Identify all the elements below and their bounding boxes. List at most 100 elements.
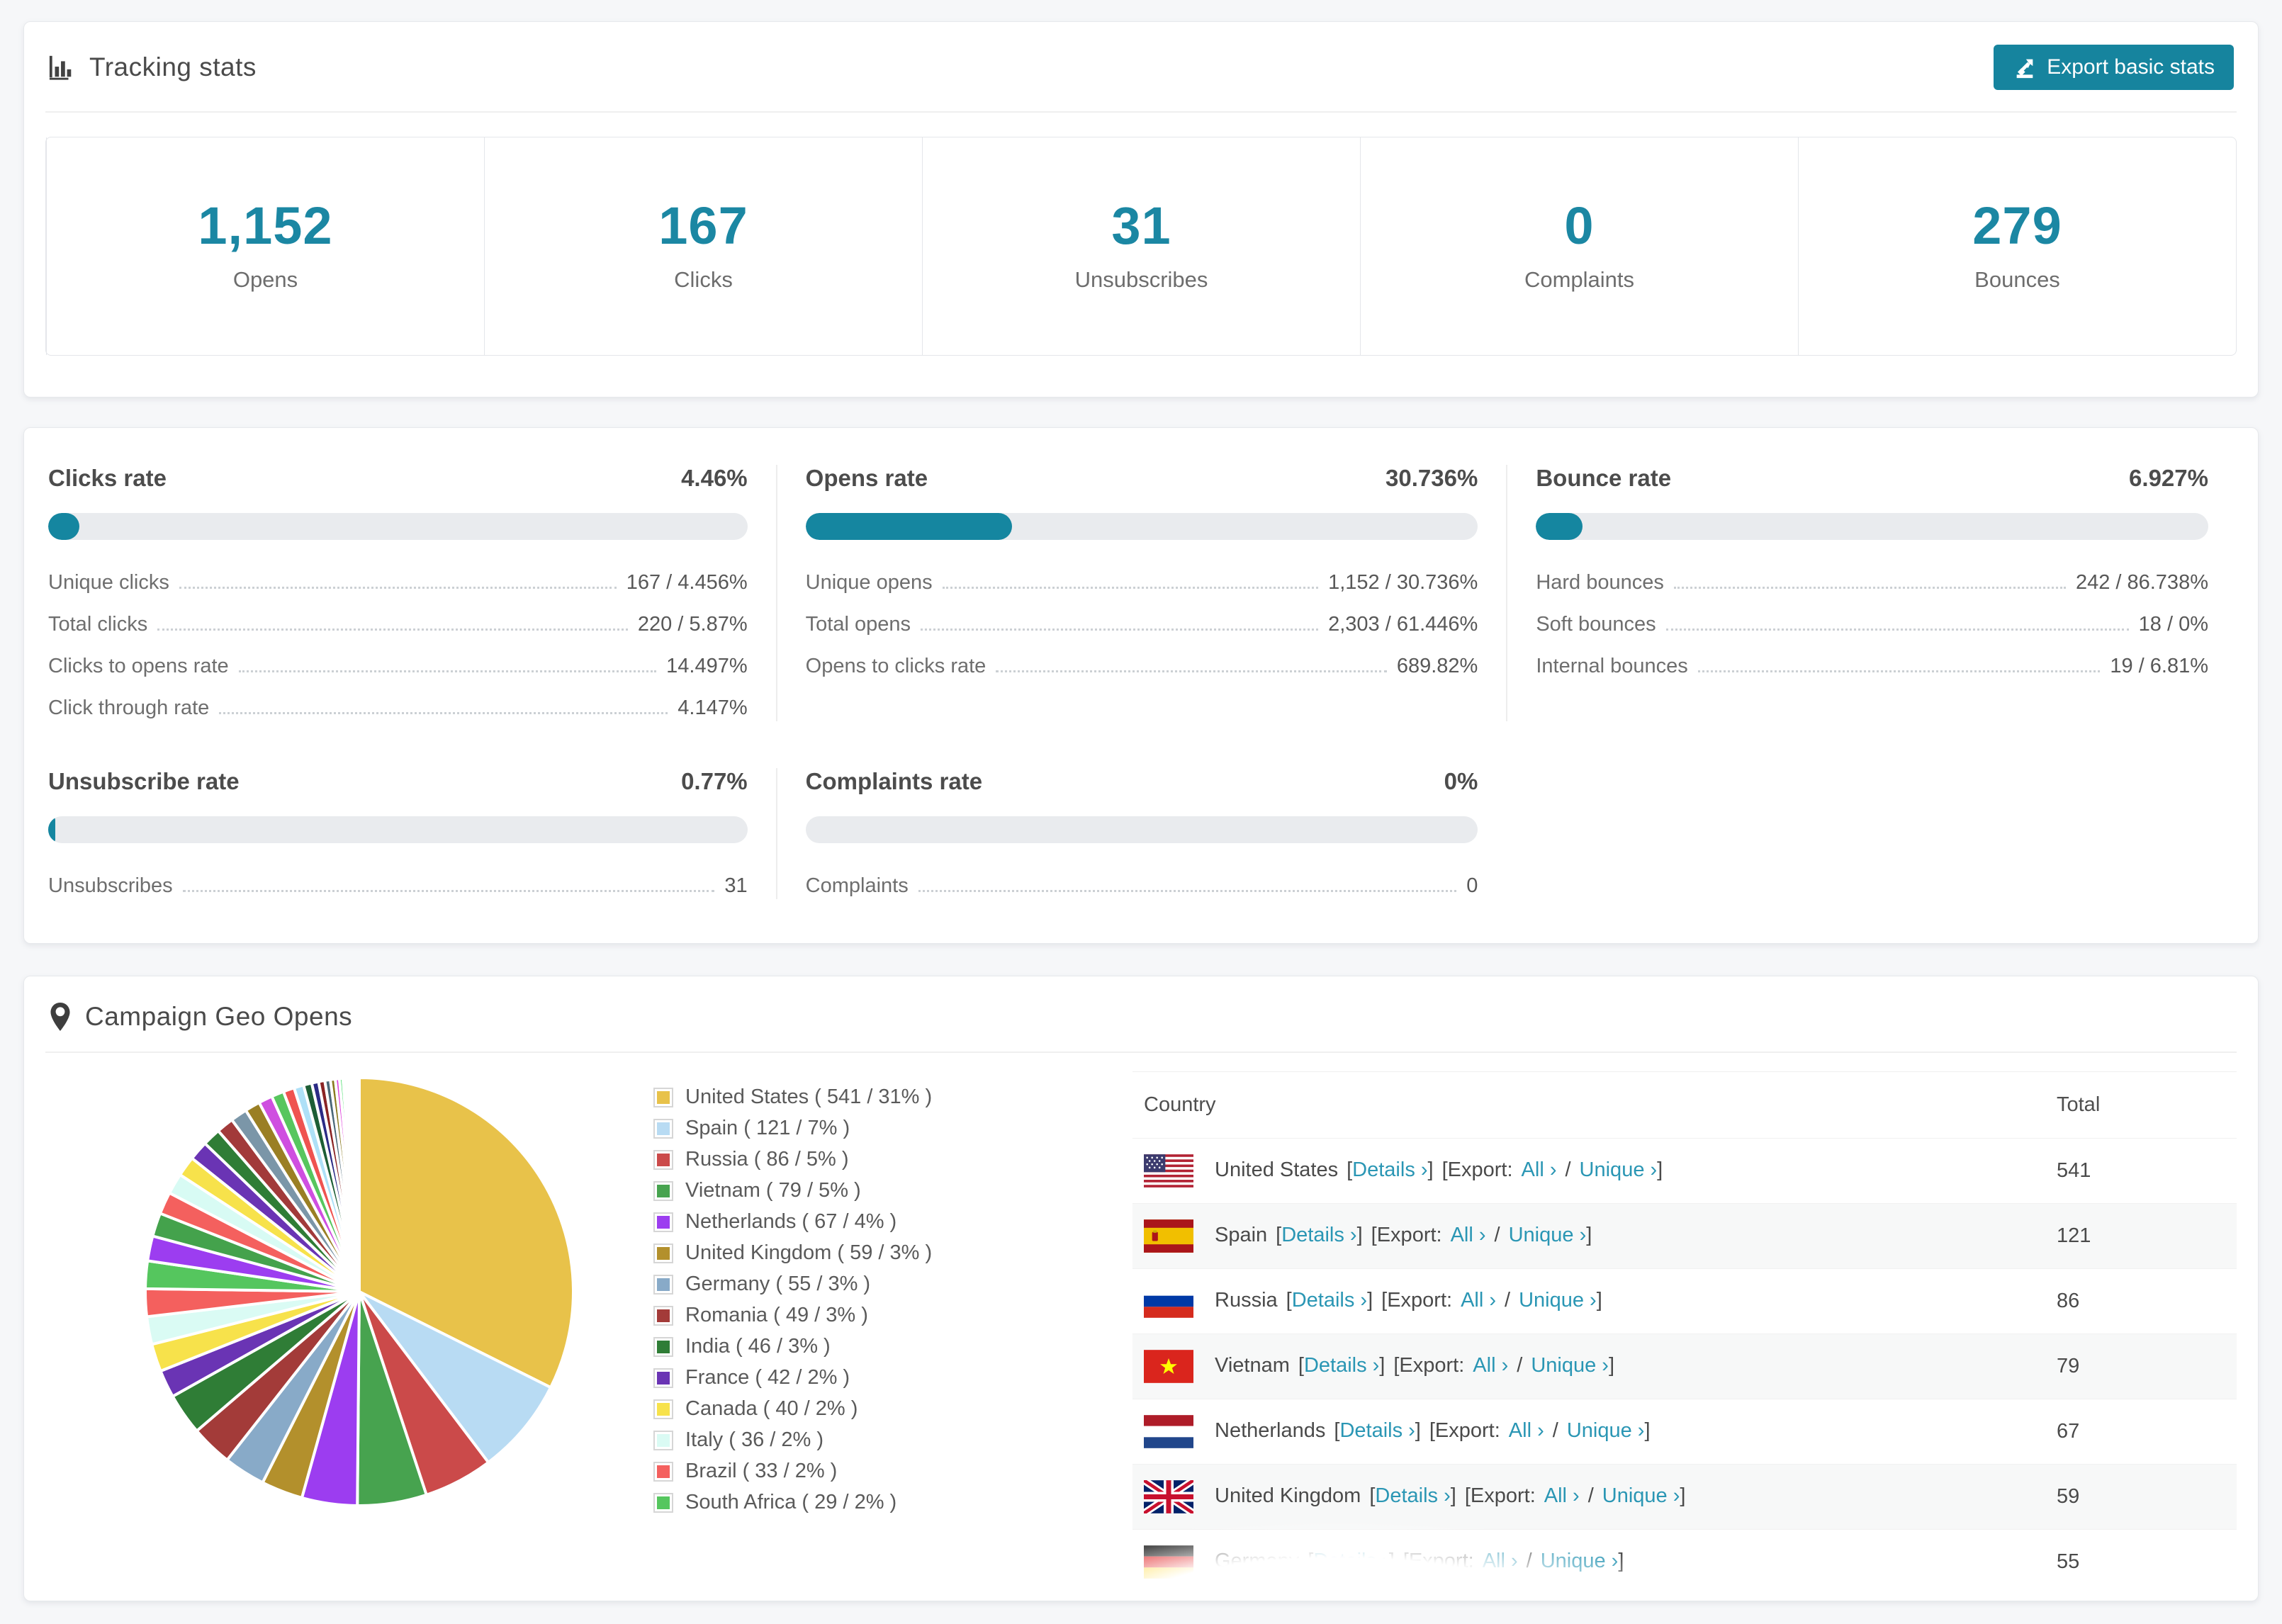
details-link[interactable]: Details › <box>1303 1354 1380 1377</box>
metric-label: Complaints <box>805 874 909 897</box>
metric-value: 167 / 4.456% <box>626 571 748 594</box>
dotted-leader <box>238 670 657 672</box>
metric-label: Internal bounces <box>1536 655 1688 677</box>
legend-swatch <box>653 1180 673 1201</box>
total-value: 79 <box>2057 1355 2080 1377</box>
export-all-link[interactable]: All › <box>1508 1419 1544 1443</box>
export-unique-link[interactable]: Unique › <box>1508 1224 1587 1247</box>
details-link[interactable]: Details › <box>1291 1289 1368 1312</box>
legend-swatch <box>653 1461 673 1482</box>
summary-stat: 279 Bounces <box>1798 137 2236 355</box>
table-row: Vietnam [Details ›] [Export: All › / Unique ›… <box>1132 1333 2237 1399</box>
legend-item: France ( 42 / 2% ) <box>653 1366 1121 1389</box>
country-name: United States <box>1215 1158 1339 1182</box>
progress-track <box>1536 513 2208 540</box>
country-name: Russia <box>1215 1289 1278 1312</box>
legend-label: Vietnam ( 79 / 5% ) <box>685 1179 861 1202</box>
geo-pie-chart <box>139 1071 580 1595</box>
legend-item: Canada ( 40 / 2% ) <box>653 1397 1121 1421</box>
details-link[interactable]: Details › <box>1375 1484 1451 1508</box>
summary-stat: 31 Unsubscribes <box>922 137 1360 355</box>
export-all-link[interactable]: All › <box>1473 1354 1509 1377</box>
export-unique-link[interactable]: Unique › <box>1540 1550 1619 1573</box>
progress-track <box>48 816 748 843</box>
legend-item: Netherlands ( 67 / 4% ) <box>653 1210 1121 1234</box>
legend-label: Romania ( 49 / 3% ) <box>685 1304 868 1326</box>
summary-stat: 167 Clicks <box>484 137 922 355</box>
legend-item: Romania ( 49 / 3% ) <box>653 1304 1121 1327</box>
export-label: Export: <box>1376 1224 1442 1247</box>
progress-track <box>805 816 1478 843</box>
legend-swatch <box>653 1399 673 1419</box>
legend-swatch <box>653 1336 673 1357</box>
country-flag-icon <box>1144 1415 1193 1448</box>
metric-label: Hard bounces <box>1536 571 1664 594</box>
panel-value: 30.736% <box>1386 465 1478 491</box>
dotted-leader <box>157 628 628 631</box>
metric-value: 2,303 / 61.446% <box>1328 613 1478 636</box>
export-label: Export: <box>1387 1289 1453 1312</box>
stat-value: 1,152 <box>198 196 333 255</box>
details-link[interactable]: Details › <box>1339 1419 1415 1443</box>
metric-value: 220 / 5.87% <box>637 613 748 636</box>
table-row: Spain [Details ›] [Export: All › / Unique ›] … <box>1132 1203 2237 1269</box>
export-basic-stats-button[interactable]: Export basic stats <box>1994 45 2234 90</box>
stat-value: 0 <box>1564 196 1595 255</box>
total-value: 59 <box>2057 1485 2080 1508</box>
dotted-leader <box>1673 587 2066 589</box>
dotted-leader <box>1665 628 2129 631</box>
legend-label: Brazil ( 33 / 2% ) <box>685 1460 838 1482</box>
total-value: 121 <box>2057 1224 2091 1247</box>
legend-swatch <box>653 1274 673 1295</box>
export-unique-link[interactable]: Unique › <box>1566 1419 1645 1443</box>
details-link[interactable]: Details › <box>1352 1158 1428 1182</box>
country-flag-icon <box>1144 1219 1193 1253</box>
legend-label: Canada ( 40 / 2% ) <box>685 1397 858 1420</box>
export-unique-link[interactable]: Unique › <box>1531 1354 1609 1377</box>
stat-label: Bounces <box>1974 267 2060 292</box>
dotted-leader <box>942 587 1319 589</box>
stat-label: Opens <box>232 267 298 292</box>
stat-label: Unsubscribes <box>1074 267 1208 292</box>
map-pin-icon <box>50 1002 71 1032</box>
progress-track <box>48 513 748 540</box>
metric-label: Total clicks <box>48 613 148 636</box>
details-link[interactable]: Details › <box>1281 1224 1357 1247</box>
export-all-link[interactable]: All › <box>1521 1158 1557 1182</box>
export-icon <box>2013 55 2037 79</box>
export-unique-link[interactable]: Unique › <box>1519 1289 1597 1312</box>
export-all-link[interactable]: All › <box>1544 1484 1580 1508</box>
metric-value: 18 / 0% <box>2138 613 2208 636</box>
export-label: Export: <box>1399 1354 1465 1377</box>
details-link[interactable]: Details › <box>1313 1550 1389 1573</box>
geo-opens-card: Campaign Geo Opens United States ( 541 /… <box>23 976 2259 1601</box>
dotted-leader <box>1697 670 2101 672</box>
legend-item: United States ( 541 / 31% ) <box>653 1086 1121 1109</box>
summary-stat: 1,152 Opens <box>46 137 484 355</box>
dotted-leader <box>996 670 1387 672</box>
country-name: Netherlands <box>1215 1419 1326 1443</box>
legend-item: South Africa ( 29 / 2% ) <box>653 1491 1121 1514</box>
export-unique-link[interactable]: Unique › <box>1602 1484 1680 1508</box>
country-flag-icon <box>1144 1480 1193 1513</box>
export-unique-link[interactable]: Unique › <box>1579 1158 1658 1182</box>
legend-swatch <box>653 1305 673 1326</box>
page-title: Tracking stats <box>89 52 257 81</box>
legend-swatch <box>653 1430 673 1450</box>
geo-legend: United States ( 541 / 31% ) Spain ( 121 … <box>653 1071 1121 1595</box>
panel-title: Complaints rate <box>805 768 983 794</box>
export-all-link[interactable]: All › <box>1461 1289 1497 1312</box>
export-all-link[interactable]: All › <box>1482 1550 1518 1573</box>
panel-value: 0% <box>1444 768 1478 794</box>
country-name: Vietnam <box>1215 1354 1290 1377</box>
total-value: 541 <box>2057 1159 2091 1182</box>
export-all-link[interactable]: All › <box>1450 1224 1486 1247</box>
legend-item: United Kingdom ( 59 / 3% ) <box>653 1241 1121 1265</box>
legend-label: India ( 46 / 3% ) <box>685 1335 831 1358</box>
export-label: Export: <box>1434 1419 1500 1443</box>
total-column-header: Total <box>2057 1093 2101 1116</box>
tracking-stats-card: Tracking stats Export basic stats 1,152 … <box>23 21 2259 397</box>
total-value: 86 <box>2057 1290 2080 1312</box>
legend-swatch <box>653 1212 673 1232</box>
metric-label: Unsubscribes <box>48 874 173 897</box>
